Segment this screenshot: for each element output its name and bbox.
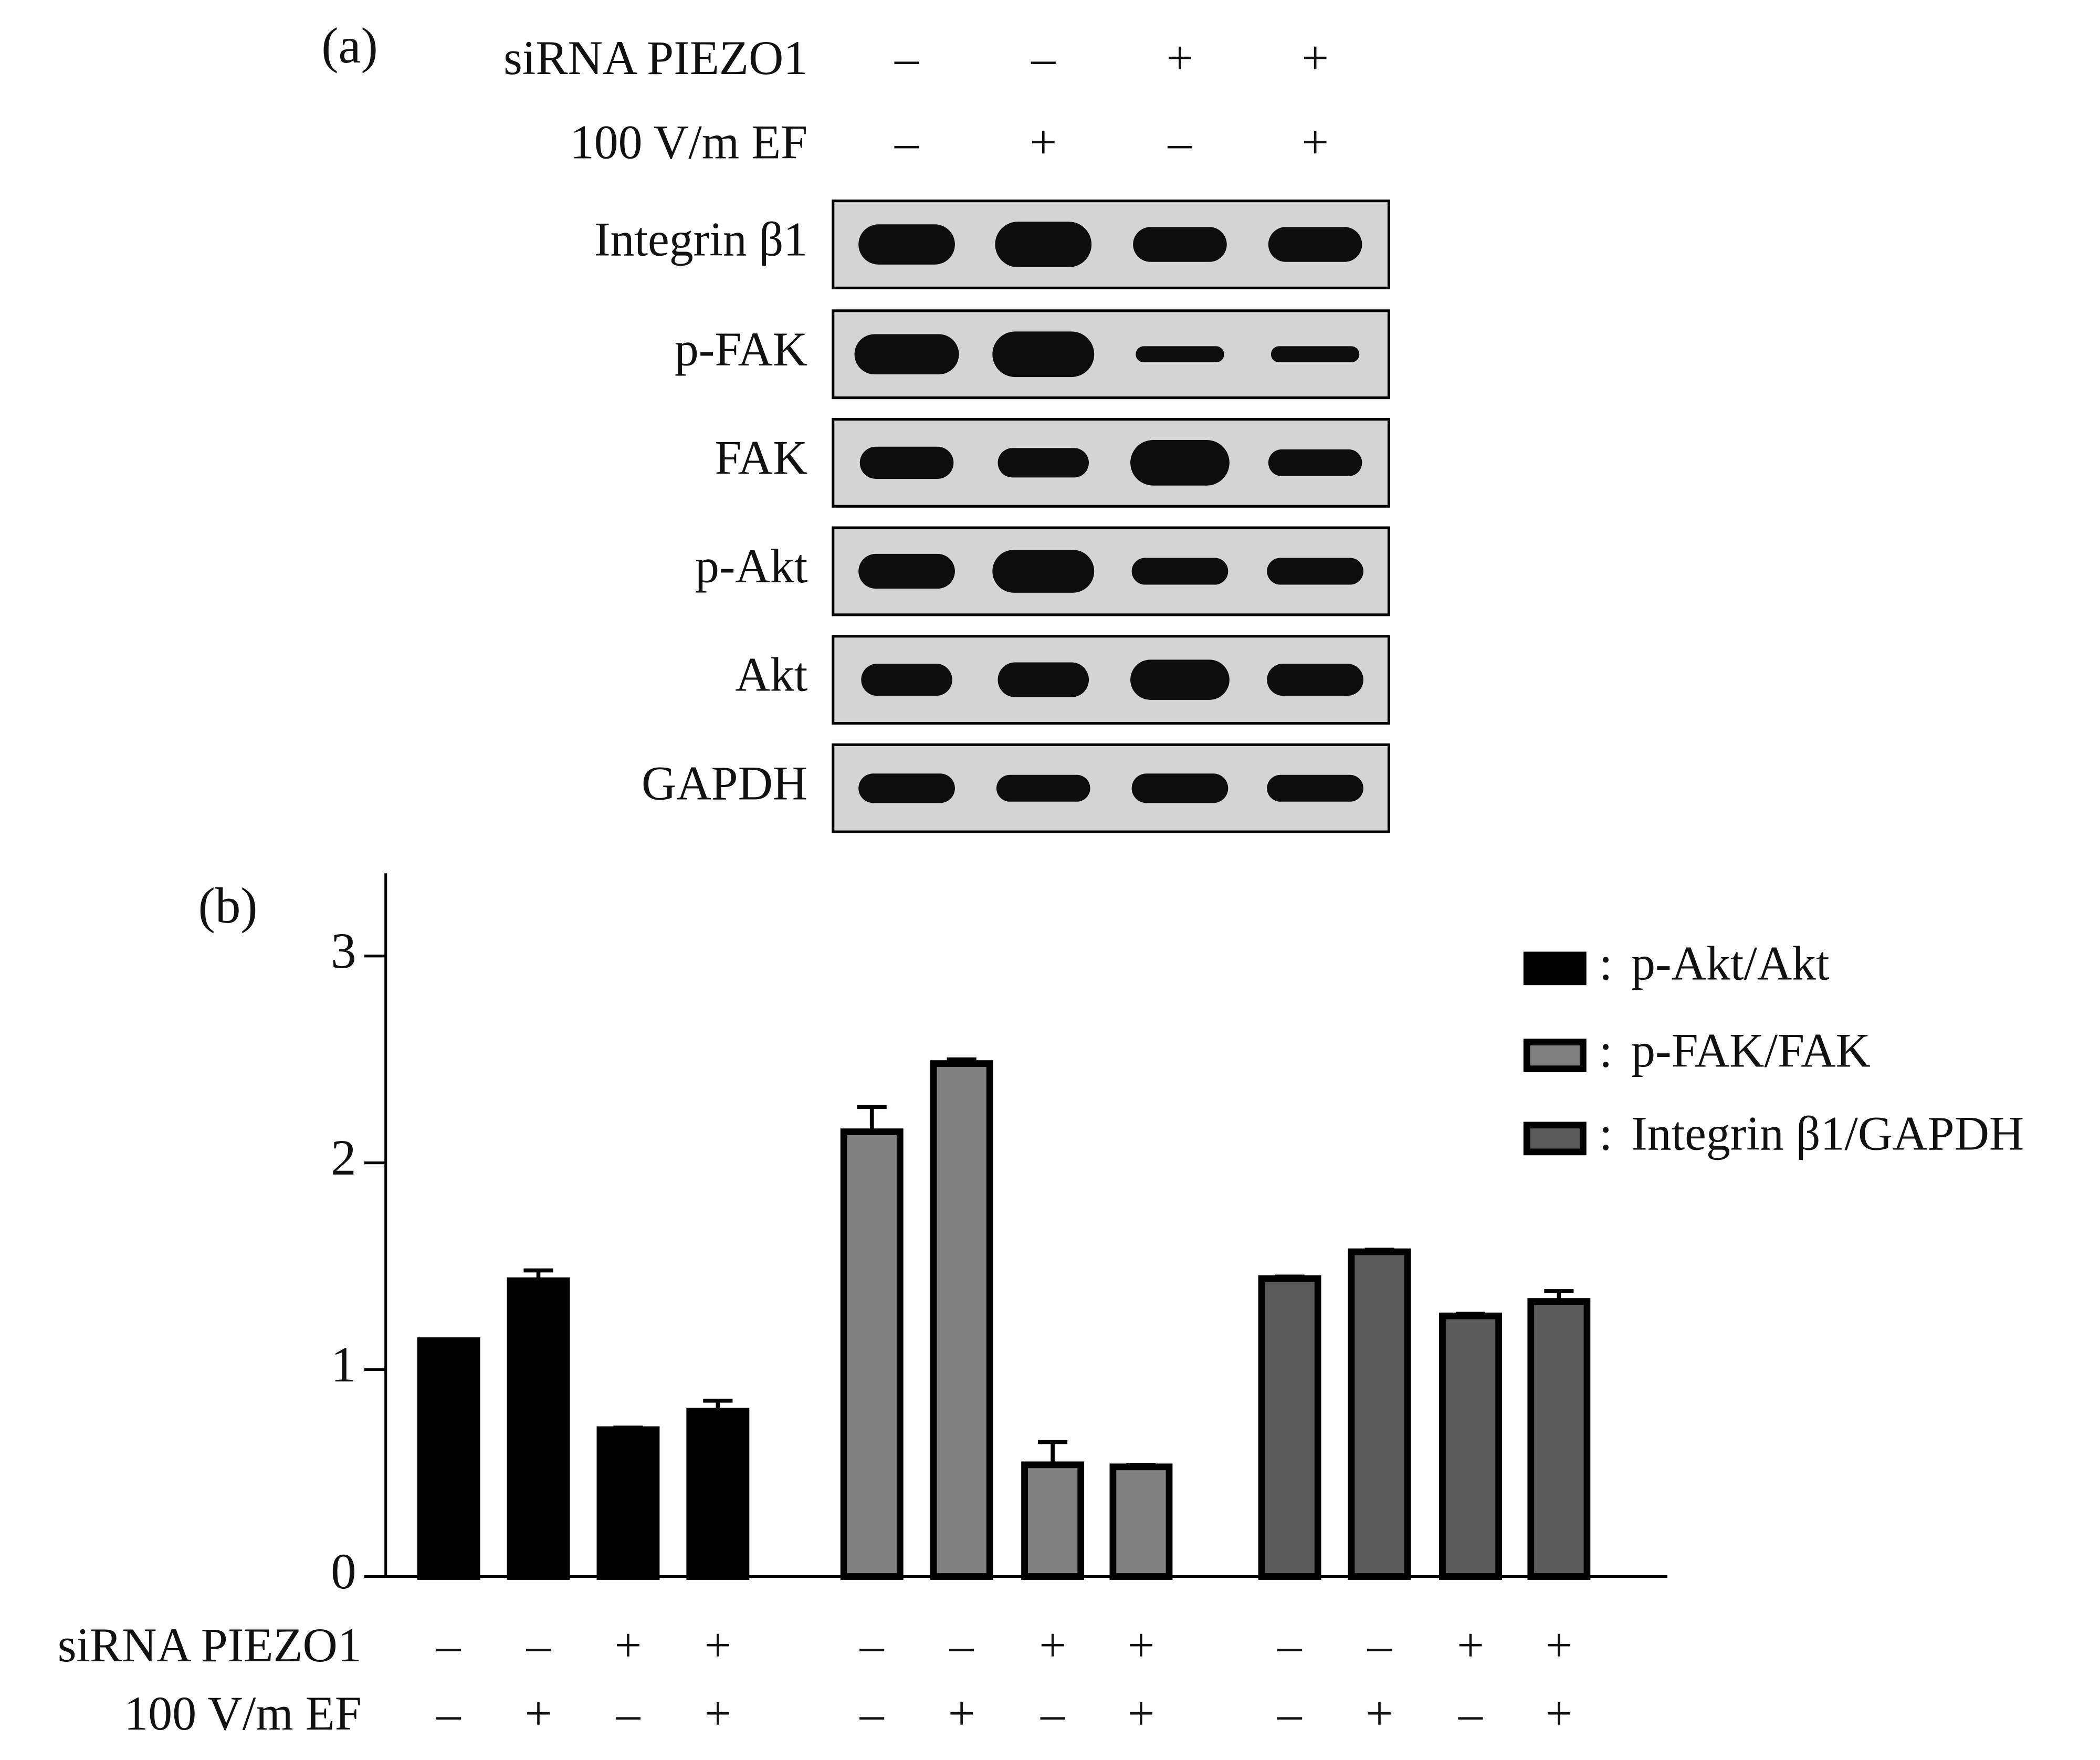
- condition-sign: –: [1277, 1618, 1303, 1672]
- blot-row-label: FAK: [715, 431, 807, 484]
- blot-band: [1133, 227, 1227, 262]
- blot-row-label: p-Akt: [695, 539, 807, 593]
- blot-band: [1267, 664, 1363, 696]
- condition-sign: –: [615, 1686, 640, 1740]
- legend-swatch: [1523, 951, 1587, 986]
- blot-band: [858, 224, 955, 265]
- blot-band: [1131, 773, 1228, 803]
- blot-row-label: p-FAK: [675, 322, 807, 376]
- condition-sign: +: [1545, 1618, 1572, 1672]
- y-tick-label: 3: [331, 923, 356, 979]
- bar: [596, 1426, 660, 1580]
- condition-sign: –: [436, 1686, 461, 1740]
- blot-band: [1136, 346, 1224, 363]
- condition-sign: +: [1167, 31, 1194, 85]
- condition-sign: –: [1167, 116, 1192, 169]
- bar: [507, 1277, 570, 1580]
- blot-band: [998, 662, 1089, 697]
- condition-sign: –: [859, 1686, 885, 1740]
- condition-label: 100 V/m EF: [124, 1686, 361, 1740]
- bar: [930, 1060, 993, 1580]
- condition-sign: +: [948, 1686, 975, 1740]
- y-tick-label: 1: [331, 1336, 356, 1392]
- y-tick-label: 2: [331, 1129, 356, 1186]
- condition-sign: –: [1367, 1618, 1392, 1672]
- condition-label: siRNA PIEZO1: [58, 1618, 362, 1672]
- bar: [1021, 1461, 1085, 1580]
- condition-sign: –: [1040, 1686, 1065, 1740]
- legend-separator: :: [1599, 1106, 1613, 1160]
- condition-sign: +: [1301, 116, 1329, 169]
- blot-row-label: Integrin β1: [594, 213, 807, 266]
- bar: [417, 1337, 480, 1580]
- bar: [1109, 1463, 1173, 1580]
- condition-sign: –: [859, 1618, 885, 1672]
- condition-sign: +: [1366, 1686, 1393, 1740]
- condition-sign: +: [1128, 1618, 1155, 1672]
- blot-band: [1267, 558, 1363, 585]
- blot-band: [1268, 449, 1362, 476]
- blot-row-label: Akt: [736, 648, 808, 701]
- blot-band: [992, 331, 1095, 378]
- blot-band: [1130, 659, 1230, 700]
- blot-band: [859, 446, 954, 479]
- condition-sign: +: [615, 1618, 642, 1672]
- condition-sign: +: [525, 1686, 552, 1740]
- condition-sign: –: [949, 1618, 974, 1672]
- blot-band: [854, 334, 959, 375]
- condition-sign: –: [894, 116, 919, 169]
- condition-sign: –: [526, 1618, 551, 1672]
- legend-swatch: [1523, 1122, 1587, 1156]
- panel-label: (b): [198, 877, 258, 934]
- bar: [840, 1128, 904, 1580]
- legend-separator: :: [1599, 936, 1613, 990]
- condition-label: 100 V/m EF: [570, 116, 807, 169]
- condition-label: siRNA PIEZO1: [503, 31, 807, 85]
- blot-band: [995, 222, 1092, 267]
- bar: [1527, 1298, 1591, 1580]
- condition-sign: +: [704, 1618, 731, 1672]
- blot-band: [992, 550, 1095, 593]
- bar: [1439, 1312, 1502, 1580]
- blot-band: [1267, 774, 1363, 802]
- legend-label: p-Akt/Akt: [1631, 936, 1830, 990]
- condition-sign: +: [1545, 1686, 1572, 1740]
- condition-sign: –: [436, 1618, 461, 1672]
- condition-sign: +: [1039, 1618, 1066, 1672]
- legend-swatch: [1523, 1039, 1587, 1073]
- bar: [686, 1408, 750, 1580]
- blot-band: [998, 448, 1089, 478]
- legend-label: p-FAK/FAK: [1631, 1023, 1871, 1077]
- blot-band: [858, 773, 955, 803]
- condition-sign: +: [1457, 1618, 1484, 1672]
- condition-sign: –: [1458, 1686, 1483, 1740]
- condition-sign: +: [1128, 1686, 1155, 1740]
- blot-band: [861, 664, 952, 696]
- blot-band: [858, 553, 955, 589]
- blot-band: [996, 774, 1090, 802]
- panel-label: (a): [321, 17, 378, 74]
- condition-sign: –: [1277, 1686, 1303, 1740]
- bar: [1258, 1275, 1321, 1580]
- blot-band: [1130, 440, 1230, 486]
- condition-sign: –: [1031, 31, 1056, 85]
- bar: [1348, 1248, 1411, 1580]
- blot-band: [1131, 558, 1228, 585]
- condition-sign: +: [1301, 31, 1329, 85]
- legend-separator: :: [1599, 1023, 1613, 1077]
- condition-sign: +: [704, 1686, 731, 1740]
- condition-sign: –: [894, 31, 919, 85]
- legend-label: Integrin β1/GAPDH: [1631, 1106, 2024, 1160]
- condition-sign: +: [1030, 116, 1057, 169]
- y-tick-label: 0: [331, 1543, 356, 1599]
- blot-row-label: GAPDH: [642, 756, 807, 810]
- blot-band: [1268, 227, 1362, 262]
- blot-band: [1270, 346, 1360, 363]
